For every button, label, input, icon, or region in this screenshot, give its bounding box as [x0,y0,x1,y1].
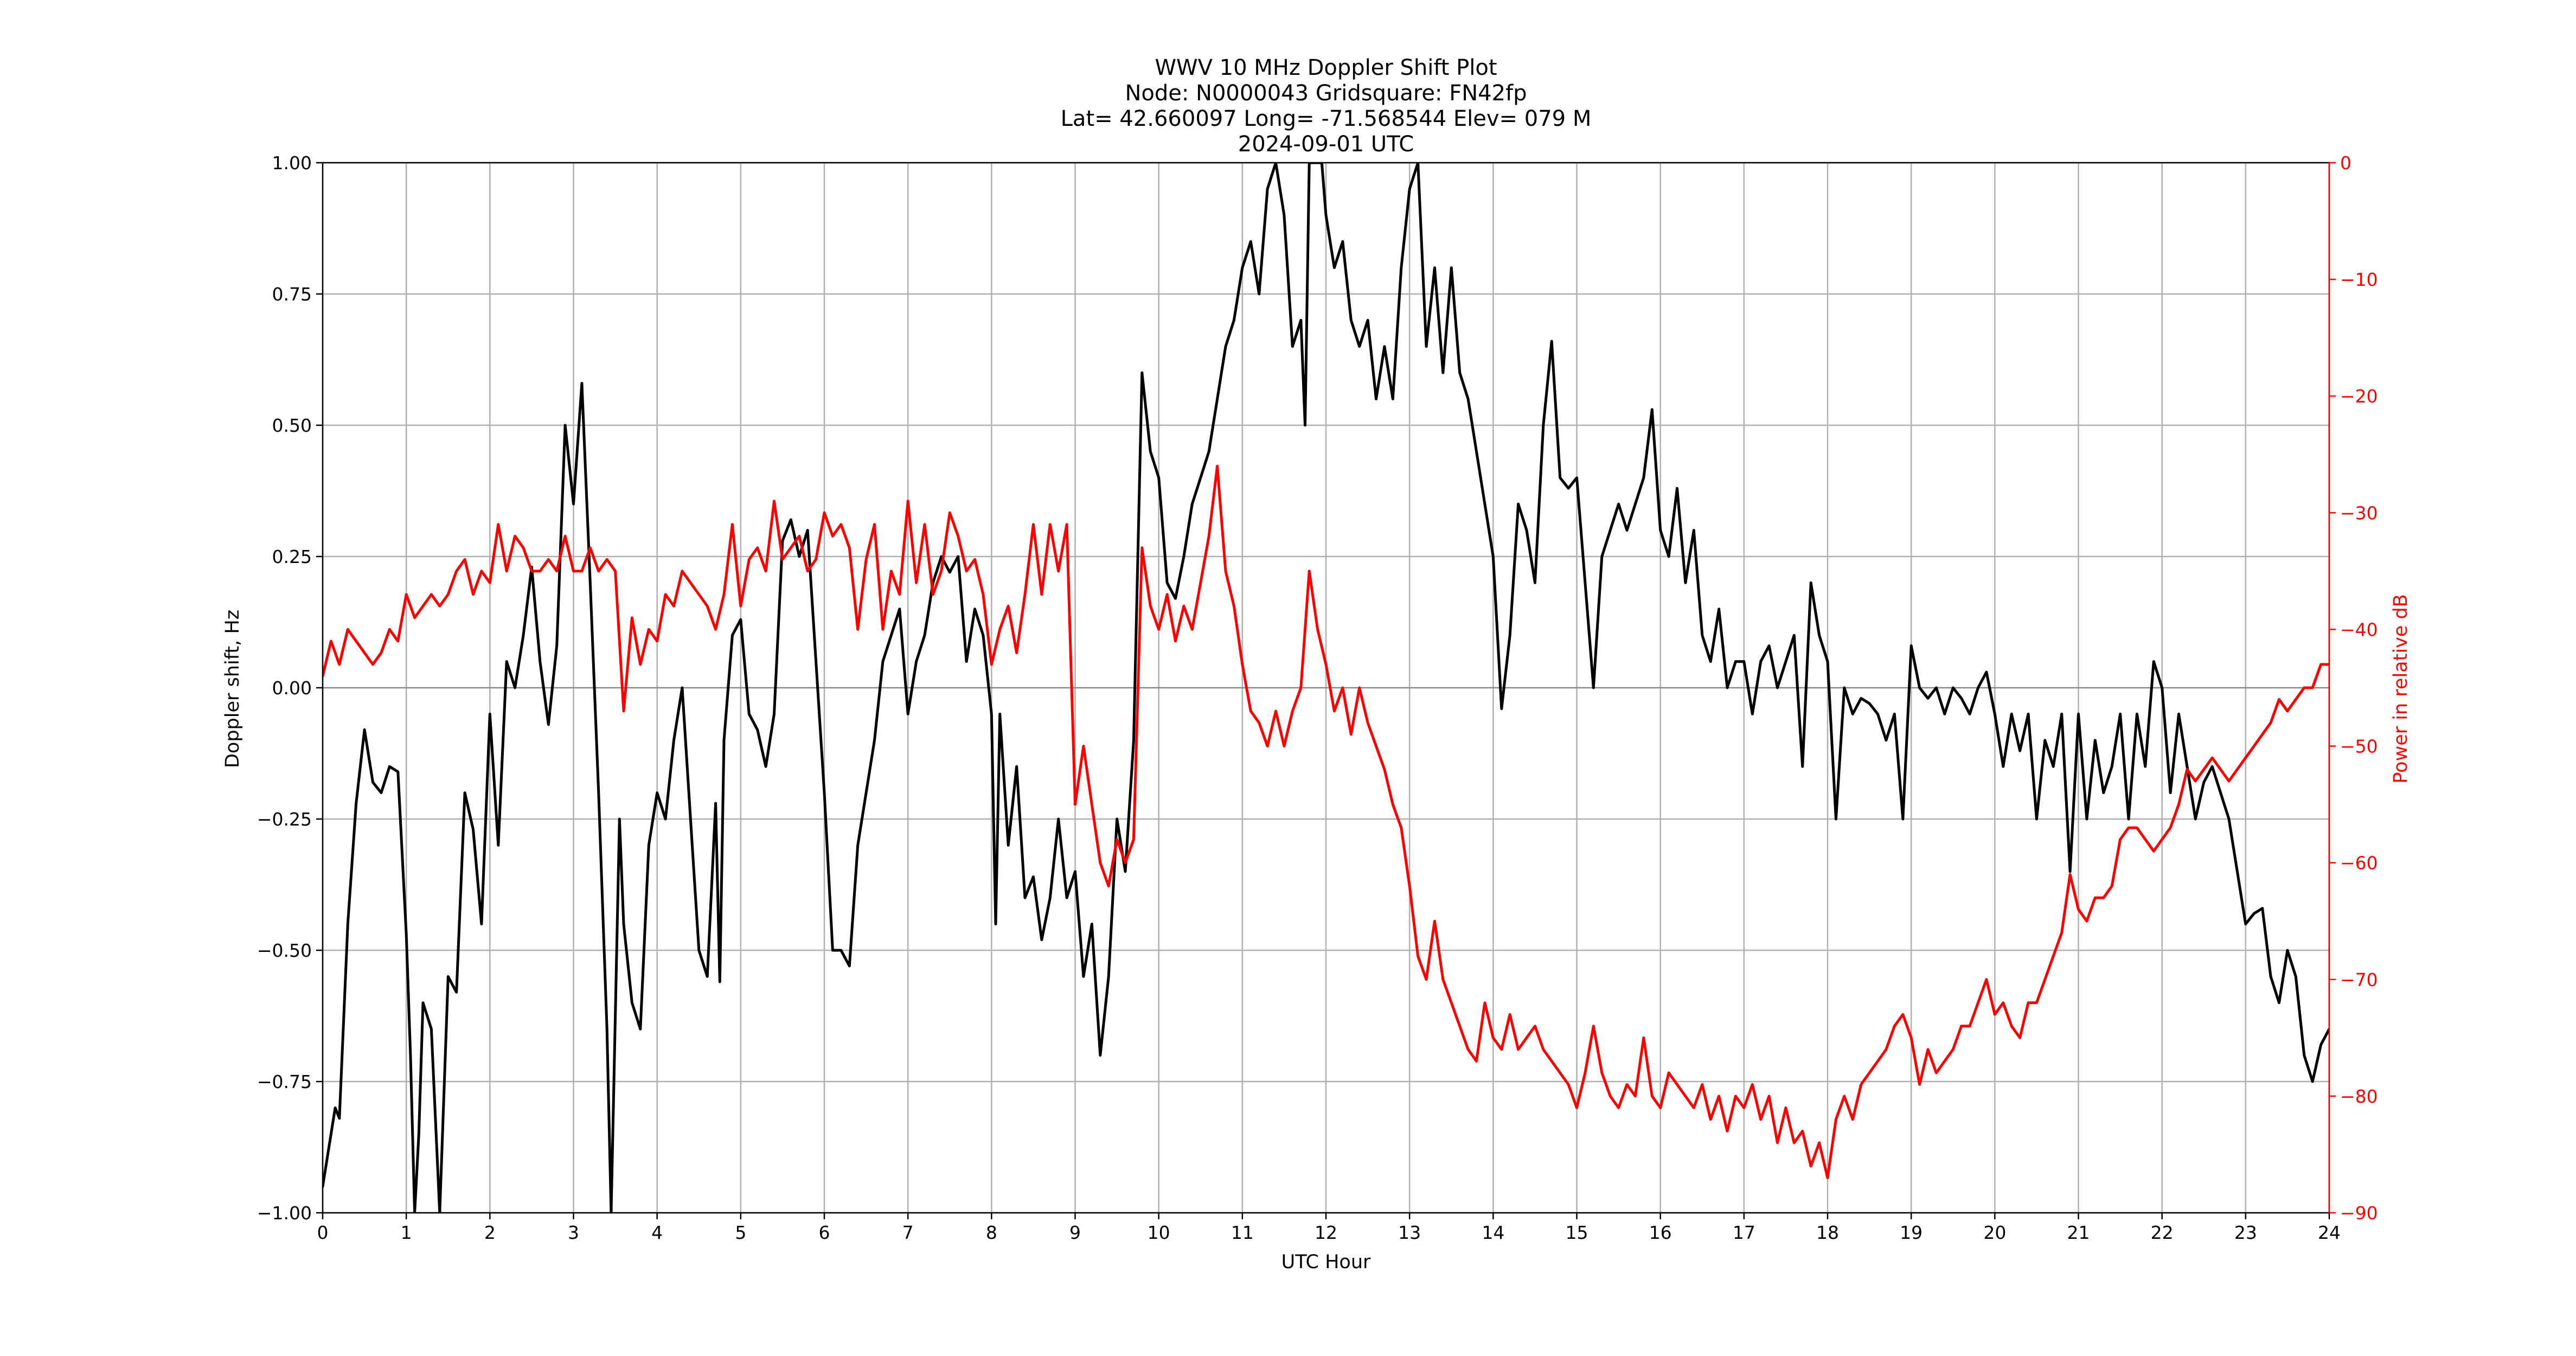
y-right-tick-label: −90 [2340,1203,2378,1224]
y-right-tick-label: −10 [2340,269,2378,290]
x-axis-label: UTC Hour [1281,1251,1371,1273]
title-line-2: Node: N0000043 Gridsquare: FN42fp [1125,81,1527,106]
x-tick-label: 20 [1983,1222,2006,1243]
x-tick-label: 4 [651,1222,663,1243]
y-right-tick-label: −60 [2340,853,2378,874]
doppler-series-line [323,163,2329,1213]
y-right-tick-label: −70 [2340,969,2378,990]
y-axis-label: Doppler shift, Hz [222,610,243,768]
y-tick-label: −0.50 [257,940,312,961]
x-tick-label: 12 [1315,1222,1337,1243]
plot-lines [323,163,2329,1213]
x-tick-label: 14 [1482,1222,1504,1243]
x-tick-label: 3 [568,1222,579,1243]
x-tick-label: 17 [1733,1222,1755,1243]
y-right-tick-label: −80 [2340,1086,2378,1107]
x-tick-label: 2 [484,1222,496,1243]
x-tick-label: 24 [2318,1222,2341,1243]
x-tick-label: 10 [1148,1222,1170,1243]
x-tick-label: 15 [1566,1222,1588,1243]
y-tick-label: 0.00 [272,677,312,699]
title-line-3: Lat= 42.660097 Long= -71.568544 Elev= 07… [1061,106,1592,131]
y-tick-label: 0.25 [272,546,312,567]
x-tick-label: 11 [1231,1222,1254,1243]
y-right-tick-label: 0 [2340,152,2351,174]
x-tick-label: 23 [2234,1222,2257,1243]
x-tick-label: 5 [735,1222,746,1243]
title-line-1: WWV 10 MHz Doppler Shift Plot [1155,55,1497,80]
y-axis-right-label: Power in relative dB [2390,594,2412,783]
y-right-tick-label: −20 [2340,386,2378,407]
chart-title: WWV 10 MHz Doppler Shift Plot Node: N000… [1061,55,1592,157]
x-tick-label: 18 [1816,1222,1839,1243]
x-tick-label: 21 [2067,1222,2090,1243]
x-tick-label: 22 [2151,1222,2174,1243]
y-tick-label: 0.50 [272,415,312,436]
y-tick-label: 1.00 [272,152,312,174]
x-tick-label: 8 [986,1222,997,1243]
y-tick-label: 0.75 [272,284,312,305]
y-tick-label: −0.25 [257,809,312,830]
x-tick-label: 13 [1398,1222,1421,1243]
title-line-4: 2024-09-01 UTC [1238,132,1414,157]
y-tick-label: −1.00 [257,1203,312,1224]
power-series-line [323,464,2329,1179]
y-right-tick-label: −30 [2340,502,2378,523]
x-tick-label: 0 [317,1222,329,1243]
x-tick-label: 9 [1069,1222,1081,1243]
axes: 0 1 2 3 4 5 6 7 8 9 10 11 12 13 14 15 16 17 18 19 20 21 22 23 24… [257,152,2378,1243]
x-tick-label: 7 [902,1222,914,1243]
x-tick-label: 6 [819,1222,830,1243]
y-right-tick-label: −40 [2340,619,2378,640]
x-tick-label: 16 [1649,1222,1672,1243]
x-tick-label: 1 [401,1222,412,1243]
y-tick-label: −0.75 [257,1071,312,1092]
y-right-tick-label: −50 [2340,736,2378,757]
x-tick-label: 19 [1900,1222,1923,1243]
